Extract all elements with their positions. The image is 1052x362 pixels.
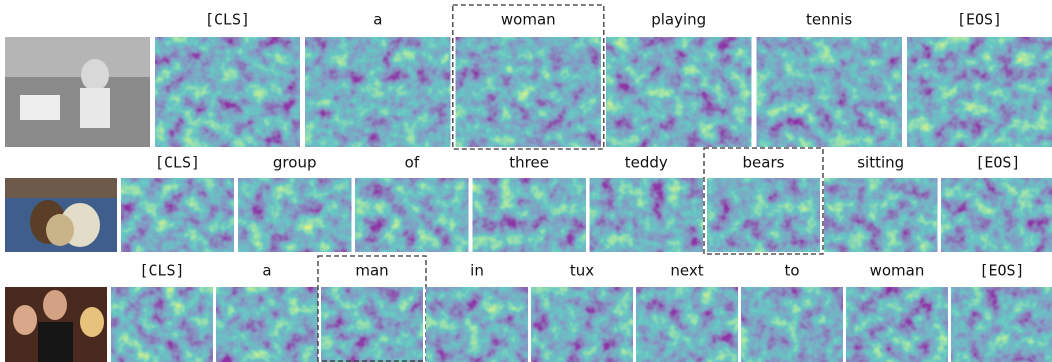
figure: [CLS] a woman playing tennis [EOS] [CLS] group o…: [0, 0, 1052, 362]
attention-map: [907, 37, 1052, 147]
attention-map: [238, 178, 351, 252]
attention-map: [426, 287, 528, 362]
attention-map: [216, 287, 318, 362]
token-label: [EOS]: [975, 154, 1020, 172]
token-label: teddy: [625, 154, 668, 172]
attention-map: [155, 37, 300, 147]
photo-bears: [5, 178, 117, 252]
token-label: [EOS]: [957, 11, 1002, 29]
attention-map: [305, 37, 450, 147]
attention-map: [355, 178, 468, 252]
attention-map: [456, 37, 601, 147]
token-label: playing: [651, 11, 706, 29]
attention-map: [606, 37, 751, 147]
attention-map: [824, 178, 937, 252]
attention-map: [111, 287, 213, 362]
token-label: [CLS]: [139, 262, 184, 280]
token-label: bears: [743, 154, 785, 172]
token-label: man: [355, 262, 388, 280]
attention-map: [951, 287, 1052, 362]
token-label: tennis: [806, 11, 852, 29]
attention-map: [121, 178, 234, 252]
token-label: to: [784, 262, 799, 280]
attention-map: [636, 287, 738, 362]
token-label: of: [405, 154, 420, 172]
photo-tennis: [5, 37, 150, 147]
attention-map: [741, 287, 843, 362]
token-label: woman: [870, 262, 925, 280]
attention-map: [590, 178, 703, 252]
attention-map: [707, 178, 820, 252]
token-label: [EOS]: [979, 262, 1024, 280]
attention-map: [757, 37, 902, 147]
photo-people: [5, 287, 107, 362]
token-label: a: [373, 11, 382, 29]
token-label: next: [670, 262, 703, 280]
token-label: woman: [501, 11, 556, 29]
token-label: sitting: [857, 154, 904, 172]
token-label: [CLS]: [205, 11, 250, 29]
token-label: group: [273, 154, 317, 172]
attention-map: [531, 287, 633, 362]
token-label: three: [509, 154, 549, 172]
attention-map: [321, 287, 423, 362]
token-label: in: [470, 262, 484, 280]
attention-map: [473, 178, 586, 252]
attention-map: [846, 287, 948, 362]
token-label: [CLS]: [155, 154, 200, 172]
token-label: a: [262, 262, 271, 280]
attention-map: [941, 178, 1052, 252]
token-label: tux: [570, 262, 594, 280]
